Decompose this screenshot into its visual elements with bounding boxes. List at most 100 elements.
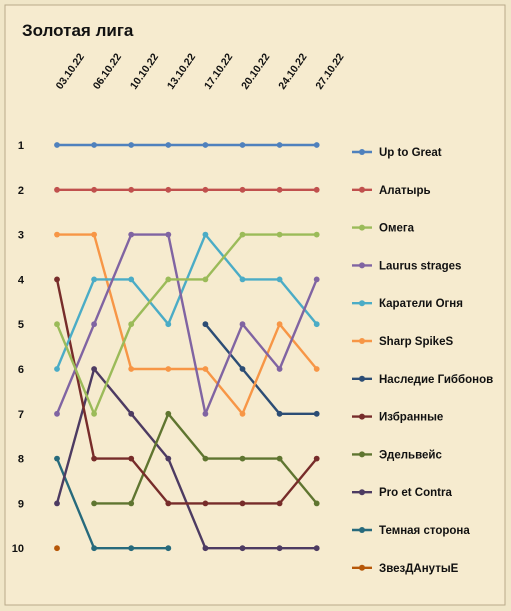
- data-point: [276, 276, 283, 283]
- data-point: [202, 545, 209, 552]
- series-line: [55, 458, 169, 550]
- legend-marker: [359, 413, 365, 420]
- data-point: [128, 410, 135, 417]
- data-point: [202, 321, 209, 328]
- legend-marker: [359, 300, 365, 307]
- data-point: [91, 276, 97, 283]
- data-point: [91, 366, 97, 372]
- y-tick-label: 1: [18, 140, 24, 152]
- data-point: [165, 142, 172, 148]
- series-8: [91, 410, 320, 507]
- data-point: [202, 500, 209, 507]
- series-2: [54, 231, 320, 417]
- data-point: [91, 455, 97, 462]
- y-tick-label: 6: [18, 364, 24, 376]
- data-point: [54, 500, 60, 507]
- data-point: [276, 321, 283, 328]
- data-point: [276, 500, 283, 507]
- data-point: [54, 410, 60, 417]
- series-line: [57, 233, 318, 415]
- data-point: [313, 366, 320, 372]
- series-1: [54, 186, 320, 193]
- data-point: [313, 500, 320, 507]
- data-point: [313, 455, 320, 462]
- legend-item: Алатырь: [352, 185, 431, 197]
- legend-item: Омега: [352, 223, 415, 235]
- legend-label: Laurus strages: [379, 260, 461, 272]
- series-0: [54, 142, 320, 148]
- chart-area: [4, 4, 506, 606]
- data-point: [313, 545, 320, 552]
- data-point: [202, 366, 209, 372]
- data-point: [276, 142, 283, 148]
- y-tick-label: 2: [18, 185, 24, 197]
- data-point: [313, 231, 320, 238]
- data-point: [91, 321, 97, 328]
- legend-marker: [359, 451, 365, 458]
- legend: Up to Great Алатырь Омега Laurus strages Кар…: [352, 147, 493, 575]
- legend-label: Sharp SpikeS: [379, 336, 453, 348]
- data-point: [54, 321, 60, 328]
- series-lines: [54, 142, 320, 552]
- legend-marker: [359, 564, 365, 571]
- data-point: [54, 545, 60, 552]
- legend-label: ЗвезДАнутыЕ: [379, 563, 459, 575]
- data-point: [165, 410, 172, 417]
- y-tick-label: 3: [18, 230, 24, 242]
- data-point: [276, 366, 283, 372]
- legend-label: Наследие Гиббонов: [379, 374, 493, 386]
- series-6: [202, 321, 320, 417]
- data-point: [91, 142, 97, 148]
- data-point: [276, 186, 283, 193]
- data-point: [128, 366, 135, 372]
- data-point: [54, 142, 60, 148]
- data-point: [276, 410, 283, 417]
- data-point: [165, 186, 172, 193]
- data-point: [54, 276, 60, 283]
- legend-label: Избранные: [379, 412, 443, 424]
- legend-marker: [359, 489, 365, 496]
- data-point: [313, 142, 320, 148]
- data-point: [239, 321, 246, 328]
- data-point: [165, 500, 172, 507]
- data-point: [202, 231, 209, 238]
- data-point: [128, 500, 135, 507]
- data-point: [91, 545, 97, 552]
- data-point: [202, 276, 209, 283]
- legend-item: Laurus strages: [352, 260, 461, 272]
- data-point: [165, 366, 172, 372]
- data-point: [239, 276, 246, 283]
- data-point: [128, 455, 135, 462]
- series-7: [54, 276, 320, 507]
- legend-label: Каратели Огня: [379, 298, 463, 310]
- legend-marker: [359, 527, 365, 533]
- data-point: [128, 186, 135, 193]
- data-point: [202, 142, 209, 148]
- data-point: [54, 455, 60, 462]
- legend-marker: [359, 149, 365, 155]
- data-point: [165, 455, 172, 462]
- data-point: [165, 321, 172, 328]
- data-point: [239, 142, 246, 148]
- data-point: [276, 455, 283, 462]
- data-point: [91, 231, 97, 238]
- legend-item: Up to Great: [352, 147, 442, 159]
- series-11: [54, 545, 60, 552]
- legend-marker: [359, 262, 365, 269]
- data-point: [313, 410, 320, 417]
- data-point: [165, 276, 172, 283]
- data-point: [91, 410, 97, 417]
- legend-label: Омега: [379, 223, 415, 235]
- legend-item: Темная сторона: [352, 525, 470, 537]
- series-5: [54, 231, 320, 417]
- data-point: [239, 545, 246, 552]
- data-point: [54, 231, 60, 238]
- chart-title: Золотая лига: [22, 21, 134, 40]
- data-point: [202, 455, 209, 462]
- series-line: [55, 233, 317, 415]
- data-point: [91, 186, 97, 193]
- data-point: [165, 231, 172, 238]
- legend-label: Up to Great: [379, 147, 442, 159]
- y-tick-label: 7: [18, 409, 24, 421]
- data-point: [239, 231, 246, 238]
